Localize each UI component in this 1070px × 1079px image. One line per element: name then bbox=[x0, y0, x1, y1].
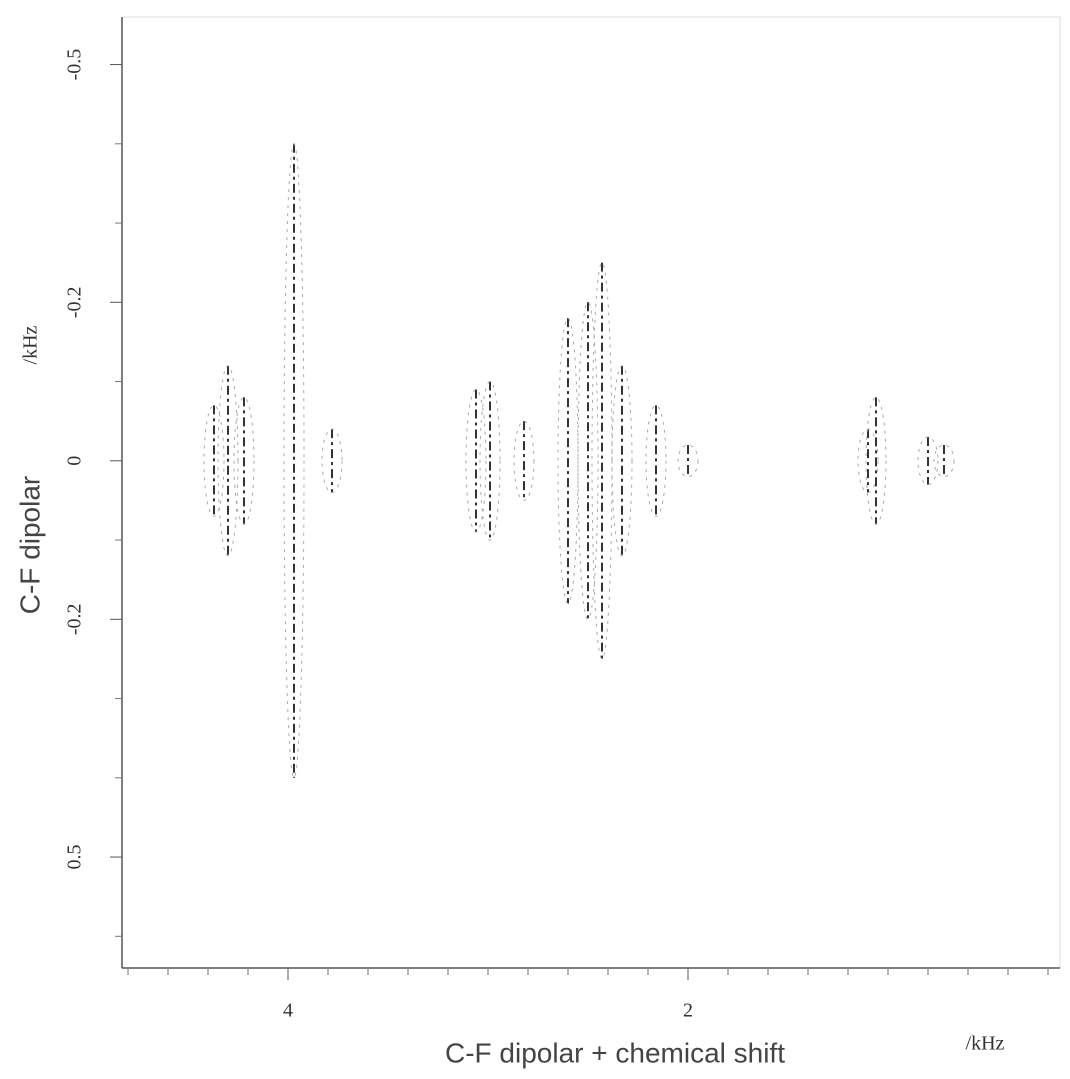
contour-outline bbox=[591, 262, 613, 660]
x-tick-label: 4 bbox=[283, 1000, 293, 1022]
contour-outline bbox=[233, 396, 255, 525]
contour-outline bbox=[465, 388, 487, 533]
contour-outline bbox=[933, 444, 955, 478]
contour-outline bbox=[203, 404, 225, 517]
contour-outline bbox=[577, 301, 599, 620]
x-axis-unit: /kHz bbox=[966, 1033, 1005, 1055]
contour-outline bbox=[645, 404, 667, 517]
y-tick-label: -0.2 bbox=[64, 286, 86, 318]
contour-outline bbox=[557, 317, 579, 604]
contour-outline bbox=[857, 428, 879, 493]
contour-outline bbox=[865, 396, 887, 525]
y-axis-label: C-F dipolar bbox=[14, 476, 45, 614]
y-tick-label: 0 bbox=[64, 456, 86, 466]
y-tick-label: -0.2 bbox=[64, 603, 86, 635]
y-tick-label: 0.5 bbox=[64, 845, 86, 870]
contour-outline bbox=[479, 381, 501, 541]
plot-frame bbox=[121, 16, 1061, 969]
contour-outline bbox=[677, 444, 699, 478]
contour-outline bbox=[513, 420, 535, 501]
contour-outline bbox=[283, 143, 305, 779]
contour-outline bbox=[611, 365, 633, 557]
contour-outline bbox=[917, 436, 939, 486]
contour-outline bbox=[217, 365, 239, 557]
y-tick-label: -0.5 bbox=[64, 49, 86, 81]
y-axis-unit: /kHz bbox=[20, 325, 42, 364]
contour-outline bbox=[321, 428, 343, 493]
x-tick-label: 2 bbox=[683, 1000, 693, 1022]
x-axis-label: C-F dipolar + chemical shift bbox=[445, 1037, 785, 1068]
